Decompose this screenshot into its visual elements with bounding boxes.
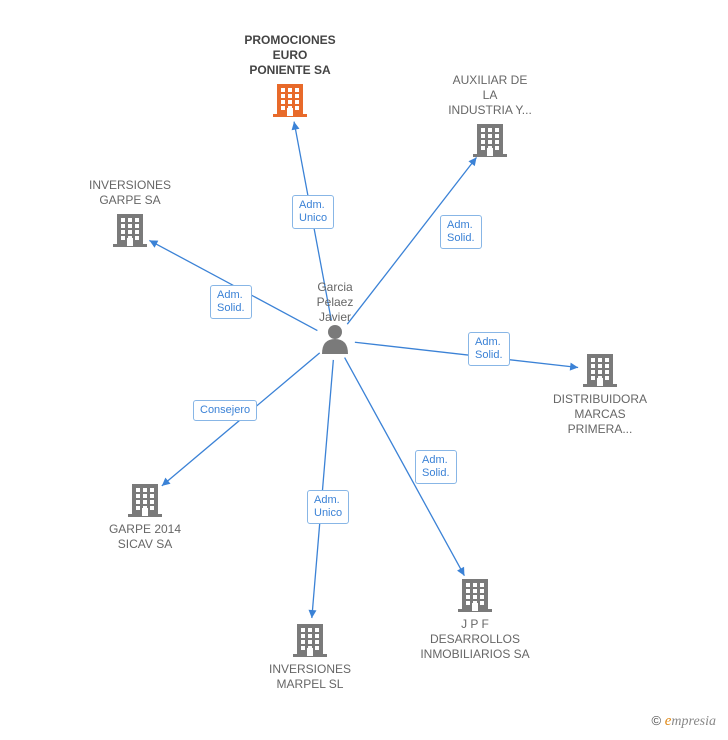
company-node-label[interactable]: INVERSIONES GARPE SA <box>60 178 200 208</box>
company-node-label[interactable]: GARPE 2014 SICAV SA <box>75 522 215 552</box>
edge-label: Adm. Solid. <box>468 332 510 366</box>
company-node-label[interactable]: DISTRIBUIDORA MARCAS PRIMERA... <box>530 392 670 437</box>
company-node-label[interactable]: AUXILIAR DE LA INDUSTRIA Y... <box>420 73 560 118</box>
edge-label: Adm. Solid. <box>210 285 252 319</box>
edge-label: Consejero <box>193 400 257 421</box>
edge-label: Adm. Solid. <box>415 450 457 484</box>
center-node-label: Garcia Pelaez Javier <box>295 280 375 325</box>
company-node-label[interactable]: J P F DESARROLLOS INMOBILIARIOS SA <box>405 617 545 662</box>
brand-rest: mpresia <box>671 714 716 729</box>
network-canvas <box>0 0 728 740</box>
edge-label: Adm. Unico <box>307 490 349 524</box>
company-node-label[interactable]: PROMOCIONES EURO PONIENTE SA <box>220 33 360 78</box>
edge-label: Adm. Solid. <box>440 215 482 249</box>
copyright: © empresia <box>652 713 716 730</box>
edge-label: Adm. Unico <box>292 195 334 229</box>
company-node-label[interactable]: INVERSIONES MARPEL SL <box>240 662 380 692</box>
copyright-symbol: © <box>652 713 662 728</box>
